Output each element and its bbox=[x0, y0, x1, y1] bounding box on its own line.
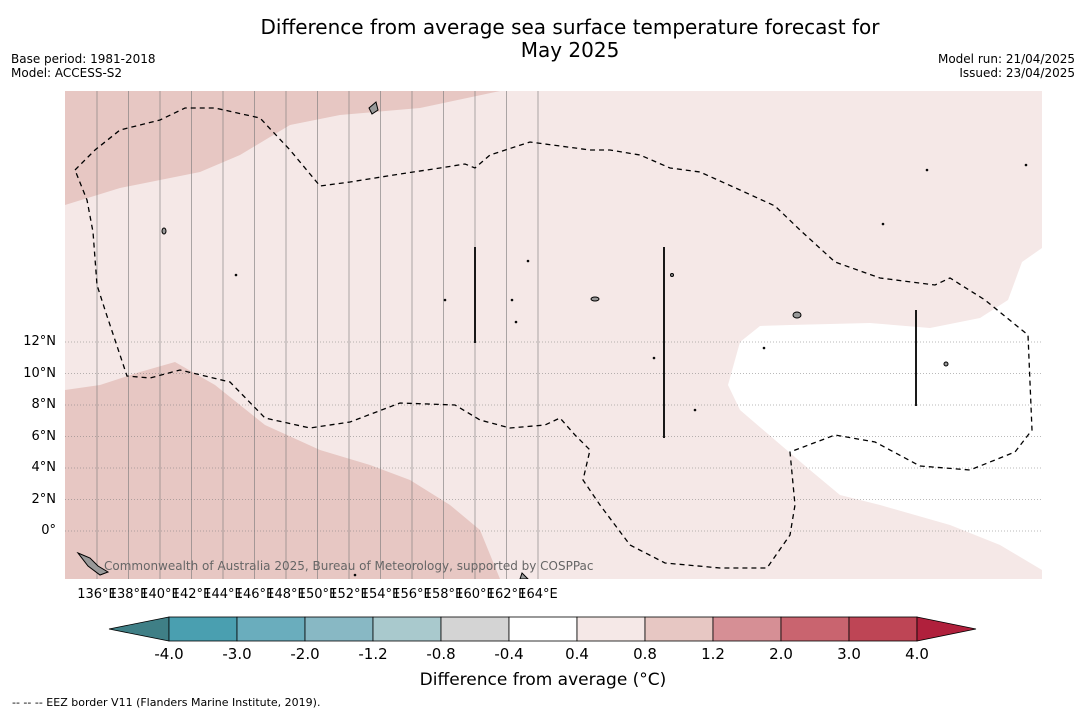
lon-tick-label: 160°E bbox=[455, 587, 495, 602]
colorbar-tick-label: 0.4 bbox=[565, 645, 589, 663]
lon-tick-label: 136°E bbox=[77, 587, 117, 602]
eez-borders bbox=[74, 107, 1033, 569]
colorbar-tick-label: 2.0 bbox=[769, 645, 793, 663]
lat-tick-label: 2°N bbox=[31, 491, 57, 507]
base-period: Base period: 1981-2018 bbox=[11, 52, 156, 66]
colorbar-tick-label: 4.0 bbox=[905, 645, 929, 663]
lon-tick-label: 162°E bbox=[486, 587, 527, 602]
colorbar-tick-label: -1.2 bbox=[358, 645, 388, 663]
anomaly-region-northwest bbox=[65, 91, 500, 205]
map-title-line1: Difference from average sea surface temp… bbox=[260, 15, 880, 39]
anomaly-region-southwest bbox=[65, 362, 500, 579]
lon-tick-label: 148°E bbox=[266, 587, 306, 602]
lon-tick-label: 142°E bbox=[171, 587, 212, 602]
boundary-lines bbox=[474, 247, 917, 438]
lon-tick-label: 140°E bbox=[140, 587, 180, 602]
islands bbox=[76, 101, 1028, 579]
lon-tick-label: 156°E bbox=[392, 587, 432, 602]
colorbar-tick-label: -0.8 bbox=[426, 645, 456, 663]
colorbar-tick-label: -0.4 bbox=[494, 645, 524, 663]
lon-tick-label: 158°E bbox=[423, 587, 464, 602]
model-run: Model run: 21/04/2025 bbox=[937, 52, 1075, 66]
lon-tick-label: 154°E bbox=[360, 587, 401, 602]
lat-tick-label: 6°N bbox=[31, 428, 57, 444]
lon-tick-label: 146°E bbox=[234, 587, 275, 602]
colorbar-tick-label: -4.0 bbox=[154, 645, 184, 663]
copyright-watermark: Commonwealth of Australia 2025, Bureau o… bbox=[104, 559, 594, 573]
lat-tick-label: 8°N bbox=[31, 397, 57, 412]
colorbar-tick-label: 1.2 bbox=[701, 645, 725, 663]
colorbar-tick-label: -2.0 bbox=[290, 645, 320, 663]
lat-tick-label: 0° bbox=[41, 523, 56, 538]
model-name: Model: ACCESS-S2 bbox=[11, 66, 123, 80]
colorbar-tick-label: -3.0 bbox=[222, 645, 252, 663]
lat-tick-label: 4°N bbox=[31, 460, 57, 475]
map-title-line2: May 2025 bbox=[520, 38, 620, 62]
lon-tick-label: 150°E bbox=[297, 587, 338, 602]
anomaly-region-near-normal bbox=[728, 248, 1042, 570]
lat-tick-label: 12°N bbox=[23, 334, 56, 349]
lon-tick-label: 164°E bbox=[518, 587, 558, 602]
issued-date: Issued: 23/04/2025 bbox=[959, 66, 1075, 80]
lon-tick-label: 144°E bbox=[203, 587, 243, 602]
colorbar-tick-label: 0.8 bbox=[633, 645, 657, 663]
lon-tick-label: 152°E bbox=[329, 587, 369, 602]
lat-tick-label: 10°N bbox=[23, 365, 56, 381]
eez-footnote: -- -- -- EEZ border V11 (Flanders Marine… bbox=[12, 696, 321, 709]
colorbar-title: Difference from average (°C) bbox=[419, 670, 667, 690]
lon-tick-label: 138°E bbox=[108, 587, 149, 602]
colorbar-tick-label: 3.0 bbox=[837, 645, 861, 663]
